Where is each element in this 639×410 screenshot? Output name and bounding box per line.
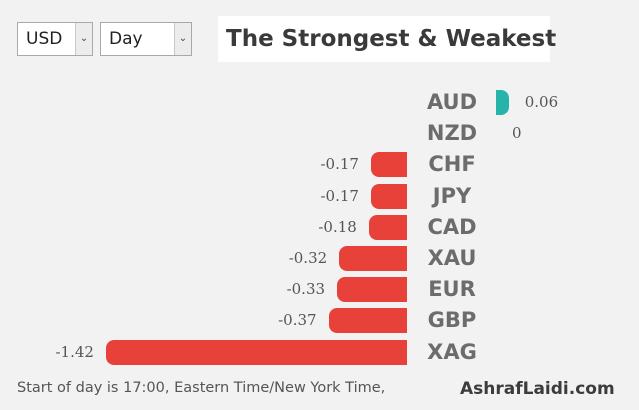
- bar-chf: [370, 152, 407, 178]
- bar-row: XAG -1.42: [0, 339, 639, 370]
- value-label: -0.17: [320, 186, 359, 205]
- bar-gbp: [328, 308, 407, 334]
- bar-eur: [337, 277, 407, 303]
- value-label: -1.42: [55, 342, 94, 361]
- bar-cad: [368, 214, 407, 240]
- bar-row: XAU -0.32: [0, 245, 639, 276]
- currency-label: XAG: [427, 339, 477, 364]
- bar-xau: [339, 246, 407, 271]
- bar-xag: [105, 339, 407, 365]
- value-label: -0.18: [318, 217, 357, 236]
- currency-label: NZD: [426, 121, 478, 146]
- brand-logo: AshrafLaidi.com: [460, 379, 615, 399]
- currency-select[interactable]: USD ⌄: [17, 22, 93, 56]
- footer-note: Start of day is 17:00, Eastern Time/New …: [17, 380, 386, 396]
- bar-row: JPY -0.17: [0, 183, 639, 214]
- bar-row: GBP -0.37: [0, 307, 639, 338]
- period-select-value: Day: [109, 29, 143, 49]
- currency-label: XAU: [427, 246, 477, 270]
- chart-title: The Strongest & Weakest: [218, 16, 556, 62]
- chevron-down-icon[interactable]: ⌄: [174, 23, 191, 55]
- currency-label: GBP: [427, 308, 477, 333]
- bar-row: NZD 0: [0, 120, 639, 151]
- value-label: -0.37: [278, 311, 317, 330]
- value-label: 0: [512, 124, 522, 143]
- bar-row: CAD -0.18: [0, 214, 639, 245]
- value-label: -0.17: [320, 155, 359, 174]
- bar-row: AUD 0.06: [0, 89, 639, 120]
- chevron-down-icon[interactable]: ⌄: [75, 23, 92, 55]
- currency-label: CAD: [427, 214, 477, 239]
- currency-label: CHF: [428, 152, 476, 177]
- value-label: -0.33: [286, 280, 326, 299]
- currency-label: EUR: [428, 277, 476, 302]
- value-label: 0.06: [524, 93, 559, 111]
- period-select[interactable]: Day ⌄: [100, 22, 192, 56]
- bar-row: EUR -0.33: [0, 276, 639, 307]
- currency-label: AUD: [426, 90, 478, 114]
- bar-row: CHF -0.17: [0, 151, 639, 182]
- bar-jpy: [370, 183, 407, 209]
- bar-aud: [496, 90, 509, 115]
- currency-label: JPY: [432, 183, 472, 208]
- currency-select-value: USD: [26, 29, 63, 49]
- value-label: -0.32: [288, 249, 328, 267]
